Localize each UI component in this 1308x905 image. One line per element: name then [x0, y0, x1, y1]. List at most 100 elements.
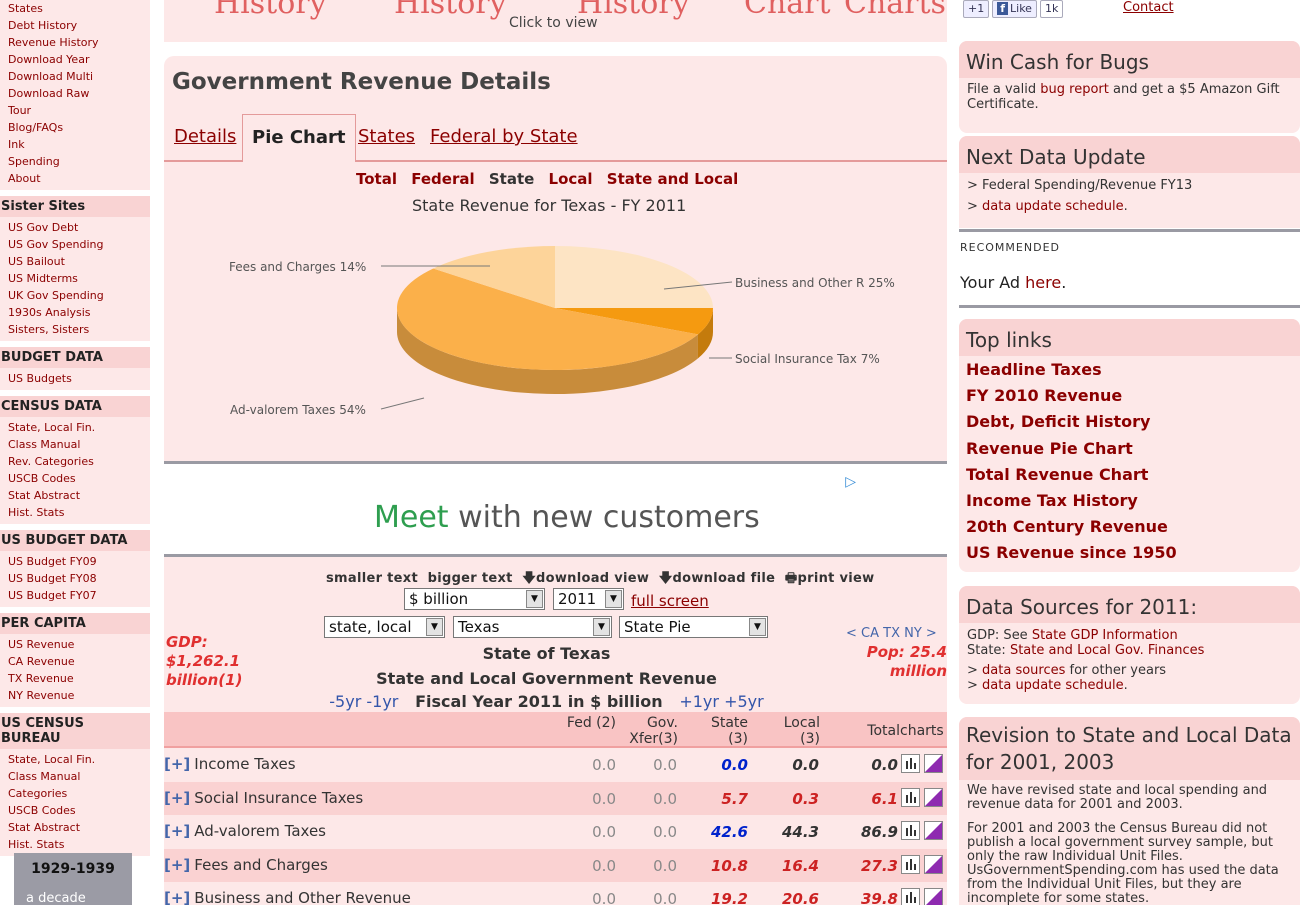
top-link-chart[interactable]: Chart [744, 0, 831, 21]
cell-state[interactable]: 0.0 [721, 756, 748, 774]
expand-icon[interactable]: [+] [164, 822, 191, 840]
nav-uscensus-5[interactable]: Hist. Stats [8, 838, 65, 851]
expand-icon[interactable]: [+] [164, 755, 191, 773]
download-view-link[interactable]: download view [536, 571, 650, 586]
top-link-1[interactable]: FY 2010 Revenue [966, 386, 1123, 406]
print-view-link[interactable]: print view [797, 571, 875, 586]
advertisement[interactable]: Meet with new customers ▷ [164, 461, 947, 557]
area-chart-icon[interactable] [924, 754, 943, 773]
nav-sister-2[interactable]: US Bailout [8, 255, 65, 268]
cell-total[interactable]: 6.1 [871, 789, 898, 808]
pie-slice-2[interactable] [396, 268, 698, 371]
cell-total[interactable]: 27.3 [860, 856, 898, 875]
row-label[interactable]: [+] Business and Other Revenue [164, 889, 411, 905]
nav-usbudget-2[interactable]: US Budget FY07 [8, 589, 97, 602]
state-local-finances-link[interactable]: State and Local Gov. Finances [1009, 643, 1205, 658]
nav-percapita-1[interactable]: CA Revenue [8, 655, 75, 668]
decade-promo[interactable]: 1929-1939 a decade [14, 853, 132, 905]
cell-state[interactable]: 10.8 [710, 856, 748, 875]
nav-main-10[interactable]: About [8, 172, 41, 185]
area-chart-icon[interactable] [924, 888, 943, 905]
subtab-local[interactable]: Local [548, 170, 593, 188]
top-link-6[interactable]: 20th Century Revenue [966, 517, 1168, 537]
nav-sister-5[interactable]: 1930s Analysis [8, 306, 91, 319]
nav-main-9[interactable]: Spending [8, 155, 60, 168]
nav-sister-0[interactable]: US Gov Debt [8, 221, 79, 234]
nav-main-3[interactable]: Download Year [8, 53, 90, 66]
top-link-history-2[interactable]: History [394, 0, 507, 21]
cell-local[interactable]: 0.3 [792, 789, 819, 808]
bar-chart-icon[interactable] [901, 888, 920, 905]
top-link-0[interactable]: Headline Taxes [966, 360, 1102, 379]
level-select[interactable]: state, local ▼ [324, 616, 445, 638]
row-label[interactable]: [+] Ad-valorem Taxes [164, 822, 326, 840]
nav-main-4[interactable]: Download Multi [8, 70, 94, 83]
row-label[interactable]: [+] Fees and Charges [164, 856, 328, 874]
tab-federal-by-state[interactable]: Federal by State [430, 126, 578, 147]
pie-slice-1[interactable] [555, 308, 713, 335]
data-update-schedule-link[interactable]: data update schedule [982, 199, 1124, 214]
year-forward-nav[interactable]: +1yr +5yr [679, 692, 764, 711]
top-link-charts[interactable]: Charts [844, 0, 946, 21]
cell-total[interactable]: 39.8 [860, 890, 898, 905]
nav-sister-6[interactable]: Sisters, Sisters [8, 323, 90, 336]
subtab-federal[interactable]: Federal [411, 170, 475, 188]
cell-total[interactable]: 86.9 [860, 823, 898, 841]
nav-usbudget-1[interactable]: US Budget FY08 [8, 572, 97, 585]
data-sources-update-link[interactable]: data update schedule [982, 678, 1124, 693]
year-back-nav[interactable]: -5yr -1yr [329, 692, 399, 711]
pie-slice-0[interactable] [555, 246, 713, 308]
plus-one-button[interactable]: +1 [963, 0, 990, 18]
nav-census-5[interactable]: Hist. Stats [8, 506, 65, 519]
nav-census-2[interactable]: Rev. Categories [8, 455, 94, 468]
cell-local[interactable]: 16.4 [781, 856, 819, 875]
nav-census-0[interactable]: State, Local Fin. [8, 421, 96, 434]
cell-local[interactable]: 20.6 [781, 890, 819, 905]
ad-banner[interactable]: Meet with new customers ▷ [250, 472, 860, 548]
top-link-history-1[interactable]: History [214, 0, 327, 21]
cell-local[interactable]: 44.3 [781, 823, 819, 841]
subtab-total[interactable]: Total [356, 170, 397, 188]
top-link-history-3[interactable]: History [577, 0, 690, 21]
tab-pie-chart[interactable]: Pie Chart [242, 114, 356, 164]
bar-chart-icon[interactable] [901, 754, 920, 773]
nav-sister-1[interactable]: US Gov Spending [8, 238, 104, 251]
contact-link[interactable]: Contact [1123, 0, 1174, 15]
bar-chart-icon[interactable] [901, 787, 920, 807]
bigger-text-link[interactable]: bigger text [427, 571, 513, 586]
top-link-3[interactable]: Revenue Pie Chart [966, 438, 1133, 458]
tab-states[interactable]: States [358, 126, 416, 147]
facebook-like-button[interactable]: f Like [992, 0, 1037, 18]
top-link-5[interactable]: Income Tax History [966, 491, 1138, 511]
view-select[interactable]: State Pie ▼ [619, 616, 768, 638]
expand-icon[interactable]: [+] [164, 889, 191, 905]
bar-chart-icon[interactable] [901, 821, 920, 840]
nav-percapita-0[interactable]: US Revenue [8, 638, 75, 651]
nav-main-6[interactable]: Tour [8, 104, 32, 117]
data-sources-link[interactable]: data sources [982, 663, 1066, 678]
state-gdp-link[interactable]: State GDP Information [1031, 628, 1178, 643]
nav-uscensus-0[interactable]: State, Local Fin. [8, 753, 96, 766]
nav-main-7[interactable]: Blog/FAQs [8, 121, 64, 134]
nav-census-4[interactable]: Stat Abstract [8, 489, 81, 502]
year-select[interactable]: 2011 ▼ [553, 588, 624, 610]
nav-percapita-2[interactable]: TX Revenue [8, 672, 74, 685]
adchoices-icon[interactable]: ▷ [845, 474, 856, 490]
nav-uscensus-4[interactable]: Stat Abstract [8, 821, 81, 834]
cell-total[interactable]: 0.0 [871, 756, 898, 774]
smaller-text-link[interactable]: smaller text [326, 571, 418, 586]
nav-usbudget-0[interactable]: US Budget FY09 [8, 555, 97, 568]
area-chart-icon[interactable] [924, 787, 943, 807]
row-label[interactable]: [+] Income Taxes [164, 755, 296, 773]
full-screen-link[interactable]: full screen [631, 592, 709, 610]
nav-main-0[interactable]: States [8, 2, 43, 15]
nav-main-1[interactable]: Debt History [8, 19, 78, 32]
expand-icon[interactable]: [+] [164, 788, 191, 807]
state-navigation[interactable]: < CA TX NY > [846, 626, 937, 641]
cell-state[interactable]: 5.7 [721, 789, 748, 808]
subtab-state-and-local[interactable]: State and Local [606, 170, 739, 188]
top-link-7[interactable]: US Revenue since 1950 [966, 543, 1177, 563]
cell-state[interactable]: 42.6 [710, 823, 748, 841]
nav-sister-4[interactable]: UK Gov Spending [8, 289, 104, 302]
nav-main-2[interactable]: Revenue History [8, 36, 99, 49]
